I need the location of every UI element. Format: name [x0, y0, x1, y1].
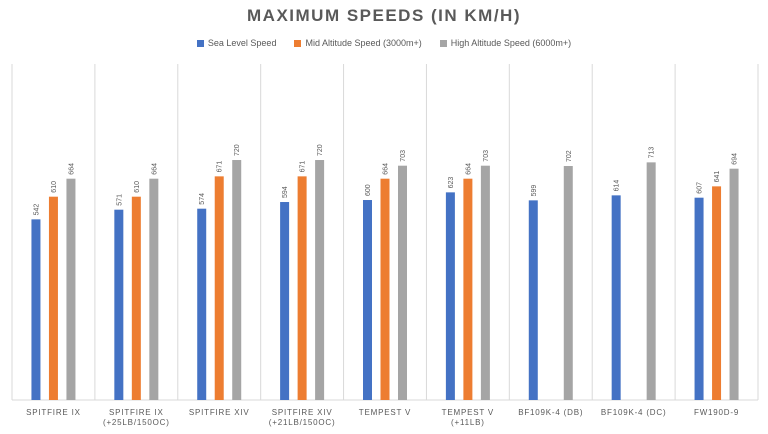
data-label: 702: [566, 150, 573, 162]
data-label: 571: [116, 194, 123, 206]
legend-item-high-altitude: High Altitude Speed (6000m+): [439, 38, 572, 48]
category-label: (+21LB/150OC): [269, 418, 336, 427]
data-label: 623: [448, 177, 455, 189]
bar-sea-1: [31, 219, 41, 400]
bar-sea-7: [528, 200, 538, 400]
legend-label-high-altitude: High Altitude Speed (6000m+): [450, 38, 572, 48]
data-label: 720: [317, 144, 324, 156]
bar-high-5: [398, 165, 407, 400]
legend-item-sea-level: Sea Level Speed: [196, 38, 277, 48]
bar-high-1: [66, 178, 76, 400]
category-label: TEMPEST V: [359, 408, 411, 417]
data-label: 664: [151, 163, 158, 175]
data-label: 703: [483, 150, 490, 162]
bar-sea-6: [445, 192, 455, 400]
bar-mid-9: [712, 186, 722, 400]
category-label: FW190D-9: [694, 408, 739, 417]
bar-sea-5: [363, 200, 372, 400]
data-label: 607: [697, 182, 704, 194]
bar-sea-9: [694, 197, 704, 400]
category-label: (+11LB): [451, 418, 485, 427]
data-label: 720: [234, 144, 241, 156]
data-label: 614: [614, 180, 621, 192]
bar-high-4: [315, 160, 325, 400]
data-label: 671: [217, 161, 224, 173]
bar-mid-1: [48, 196, 58, 400]
bar-high-7: [563, 166, 573, 400]
category-label: SPITFIRE IX: [109, 408, 164, 417]
legend-label-mid-altitude: Mid Altitude Speed (3000m+): [305, 38, 422, 48]
category-label: (+25LB/150OC): [103, 418, 170, 427]
category-label: BF109K-4 (DB): [518, 408, 583, 417]
bar-high-6: [480, 165, 490, 400]
data-label: 694: [732, 153, 739, 165]
data-label: 542: [33, 204, 40, 216]
legend-swatch-sea-level: [196, 39, 204, 47]
data-label: 641: [714, 171, 721, 183]
bar-high-2: [149, 178, 159, 400]
data-label: 610: [51, 181, 58, 193]
bar-sea-3: [197, 208, 207, 400]
bar-mid-4: [297, 176, 307, 400]
bar-sea-8: [611, 195, 621, 400]
bar-mid-5: [380, 178, 390, 400]
legend: Sea Level Speed Mid Altitude Speed (3000…: [0, 38, 768, 48]
bar-mid-6: [463, 178, 473, 400]
data-label: 599: [531, 185, 538, 197]
category-label: SPITFIRE XIV: [189, 408, 250, 417]
data-label: 664: [383, 163, 390, 175]
legend-label-sea-level: Sea Level Speed: [207, 38, 277, 48]
data-label: 594: [282, 186, 289, 198]
category-label: SPITFIRE XIV: [272, 408, 333, 417]
legend-swatch-mid-altitude: [294, 39, 302, 47]
data-label: 610: [134, 181, 141, 193]
data-label: 600: [365, 184, 372, 196]
data-label: 664: [465, 163, 472, 175]
data-label: 703: [400, 150, 407, 162]
legend-item-mid-altitude: Mid Altitude Speed (3000m+): [294, 38, 422, 48]
category-label: TEMPEST V: [442, 408, 494, 417]
bar-high-8: [646, 162, 656, 400]
legend-swatch-high-altitude: [439, 39, 447, 47]
category-label: BF109K-4 (DC): [601, 408, 667, 417]
bar-sea-4: [280, 202, 290, 400]
bar-sea-2: [114, 209, 124, 400]
bar-mid-2: [131, 196, 141, 400]
chart-title: MAXIMUM SPEEDS (IN KM/H): [247, 6, 521, 25]
bar-high-9: [729, 168, 739, 400]
data-label: 664: [68, 163, 75, 175]
bar-mid-3: [214, 176, 224, 400]
data-label: 671: [300, 161, 307, 173]
category-label: SPITFIRE IX: [26, 408, 81, 417]
bar-high-3: [232, 160, 242, 400]
data-label: 713: [649, 147, 656, 159]
data-label: 574: [199, 193, 206, 205]
